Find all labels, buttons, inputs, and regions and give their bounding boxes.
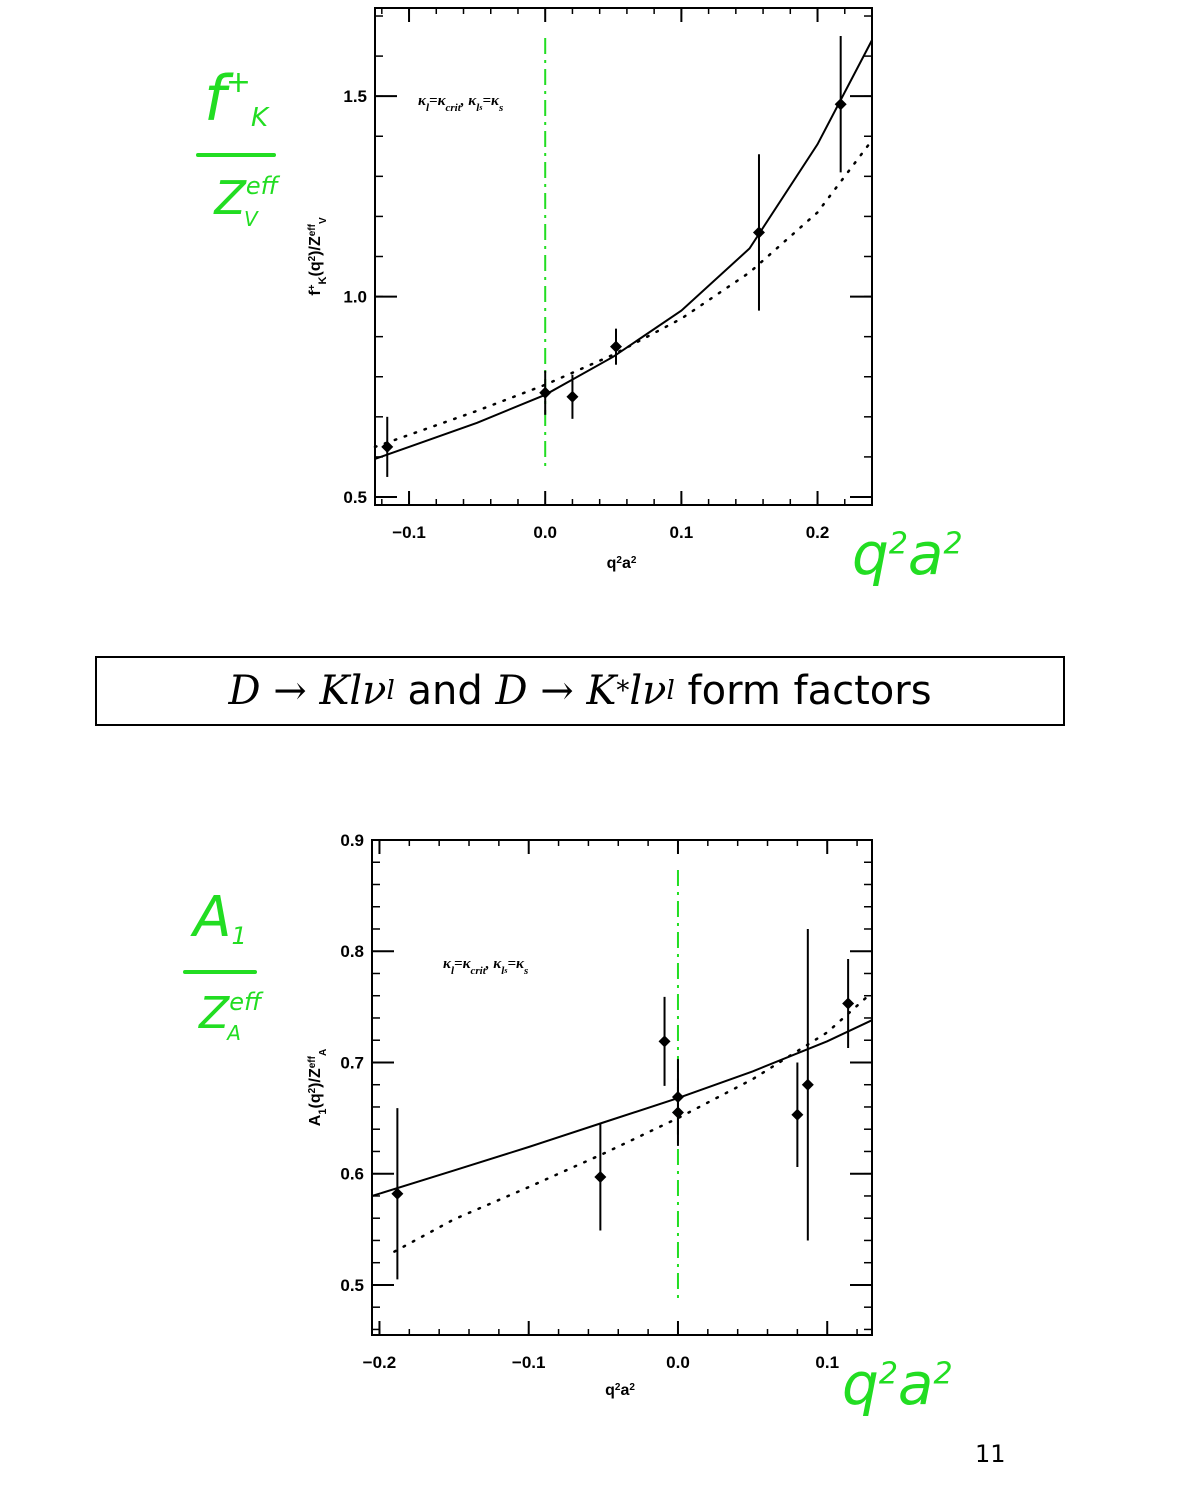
y-tick-label: 0.8 bbox=[340, 942, 364, 961]
x-tick-label: −0.1 bbox=[512, 1353, 546, 1372]
y-axis-label: f+K(q2)/ZeffV bbox=[307, 217, 330, 296]
data-point bbox=[752, 226, 765, 239]
y-tick-label: 0.5 bbox=[343, 488, 367, 507]
x-axis-label: q2a2 bbox=[605, 1382, 635, 1400]
fit-curve-dotted bbox=[393, 991, 874, 1253]
data-point bbox=[791, 1108, 804, 1121]
x-axis-label: q2a2 bbox=[607, 555, 637, 573]
x-tick-label: 0.0 bbox=[666, 1353, 690, 1372]
plot-frame bbox=[371, 839, 873, 1336]
handwritten-x-label-bottom: q2a2 bbox=[842, 1350, 953, 1418]
y-tick-label: 0.6 bbox=[340, 1165, 364, 1184]
y-tick-label: 0.7 bbox=[340, 1053, 364, 1072]
fit-curve-dotted bbox=[373, 139, 874, 449]
y-tick-label: 1.5 bbox=[343, 87, 367, 106]
handwritten-fk-label: f+K ZeffV bbox=[196, 52, 278, 244]
data-point bbox=[381, 440, 394, 453]
fraction-bar bbox=[183, 970, 257, 974]
data-point bbox=[539, 386, 552, 399]
fit-curve-solid bbox=[374, 39, 873, 460]
data-point bbox=[594, 1171, 607, 1184]
x-tick-label: −0.2 bbox=[363, 1353, 397, 1372]
fit-curve-solid bbox=[371, 1019, 873, 1197]
kappa-annotation: κl=κcrit, κls=κs bbox=[443, 956, 528, 977]
data-point bbox=[834, 98, 847, 111]
plot-frame bbox=[374, 7, 873, 506]
slide-title: D → Klν l and D → K * lν l form factors bbox=[95, 656, 1065, 726]
x-tick-label: 0.1 bbox=[670, 523, 694, 542]
y-tick-label: 1.0 bbox=[343, 288, 367, 307]
data-point bbox=[671, 1106, 684, 1119]
y-tick-label: 0.5 bbox=[340, 1276, 364, 1295]
x-tick-label: 0.0 bbox=[533, 523, 557, 542]
x-tick-label: 0.1 bbox=[815, 1353, 839, 1372]
y-tick-label: 0.9 bbox=[340, 831, 364, 850]
data-point bbox=[671, 1090, 684, 1103]
fraction-bar bbox=[196, 153, 276, 157]
x-tick-label: −0.1 bbox=[392, 523, 426, 542]
data-point bbox=[610, 340, 623, 353]
data-point bbox=[842, 997, 855, 1010]
data-point bbox=[391, 1187, 404, 1200]
data-point bbox=[658, 1035, 671, 1048]
data-point bbox=[801, 1078, 814, 1091]
data-point bbox=[566, 390, 579, 403]
kappa-annotation: κl=κcrit, κls=κs bbox=[418, 93, 503, 114]
y-axis-label: A1(q2)/ZeffA bbox=[307, 1049, 330, 1126]
x-tick-label: 0.2 bbox=[806, 523, 830, 542]
page-number: 11 bbox=[975, 1440, 1006, 1468]
handwritten-a1-label: A1 ZeffA bbox=[183, 888, 261, 1057]
handwritten-x-label-top: q2a2 bbox=[852, 520, 963, 588]
